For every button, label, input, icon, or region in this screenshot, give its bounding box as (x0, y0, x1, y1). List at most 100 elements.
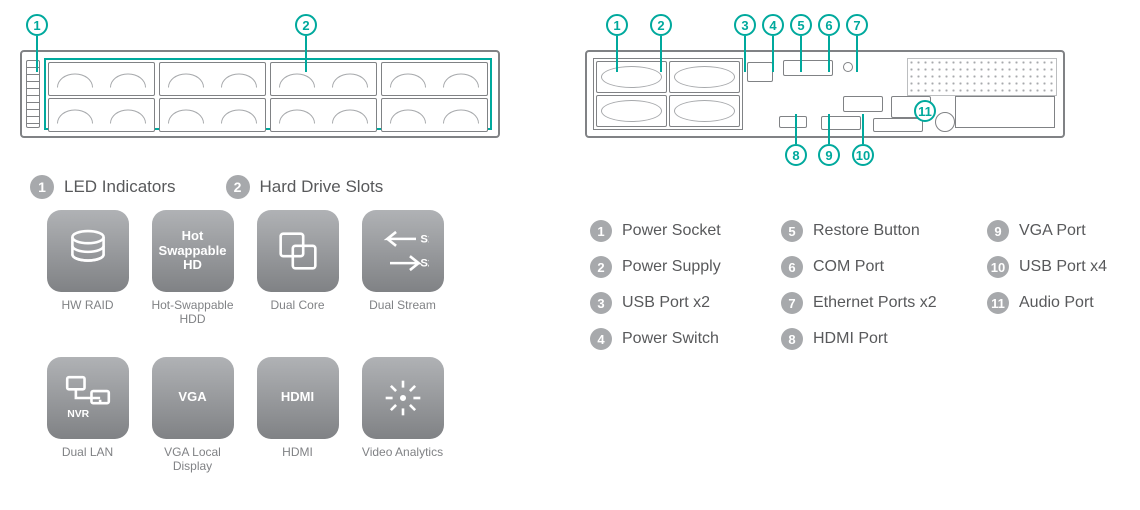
drive-slot (381, 62, 488, 96)
callout-line (856, 36, 858, 72)
rear-legend-item: 10 USB Port x4 (987, 256, 1140, 278)
callout: 4 (762, 14, 784, 36)
feature-analytics: Video Analytics (355, 357, 450, 474)
callout: 1 (606, 14, 628, 36)
callout: 9 (818, 144, 840, 166)
fan-icon (596, 95, 667, 127)
feature-tile: S1 S2 (362, 210, 444, 292)
audio-port (935, 112, 955, 132)
feature-label: HW RAID (62, 298, 114, 326)
callout-badge: 7 (846, 14, 868, 36)
rear-legend-item: 9 VGA Port (987, 220, 1140, 242)
fan-icon (596, 61, 667, 93)
callout-badge: 10 (852, 144, 874, 166)
rear-legend-item: 6COM Port (781, 256, 981, 278)
drive-slot (48, 62, 155, 96)
svg-text:NVR: NVR (67, 409, 89, 420)
rear-legend-item: 1Power Socket (590, 220, 775, 242)
callout-line (744, 36, 746, 72)
feature-label: Dual Stream (369, 298, 436, 326)
callout-badge: 5 (790, 14, 812, 36)
feature-vga: VGAVGA Local Display (145, 357, 240, 474)
vent-grille (907, 58, 1057, 96)
legend-label: Power Supply (622, 258, 721, 276)
front-legend: 1 LED Indicators 2 Hard Drive Slots (30, 175, 383, 199)
callout-line (616, 36, 618, 72)
rear-legend-item: 4 Power Switch (590, 328, 775, 350)
legend-item: 2 Hard Drive Slots (226, 175, 384, 199)
callout-line (305, 36, 307, 72)
callout: 3 (734, 14, 756, 36)
callout: 5 (790, 14, 812, 36)
drive-slot (270, 98, 377, 132)
callout-line (828, 114, 830, 144)
legend-badge: 10 (987, 256, 1009, 278)
drive-slot (159, 98, 266, 132)
rear-legend-item: 7Ethernet Ports x2 (781, 292, 981, 314)
hdmi-port (779, 116, 807, 128)
callout-badge: 8 (785, 144, 807, 166)
rear-legend-item: 11Audio Port (987, 292, 1140, 314)
drive-row (46, 62, 490, 96)
callout: 2 (295, 14, 317, 36)
power-switch (783, 60, 833, 76)
feature-hwraid: HW RAID (40, 210, 135, 327)
feature-label: Video Analytics (362, 445, 443, 473)
rear-chassis (585, 50, 1065, 138)
legend-badge: 1 (590, 220, 612, 242)
legend-badge: 8 (781, 328, 803, 350)
legend-badge: 1 (30, 175, 54, 199)
legend-badge: 5 (781, 220, 803, 242)
expansion-panel (955, 96, 1055, 128)
drive-row (46, 98, 490, 132)
legend-badge: 11 (987, 292, 1009, 314)
feature-tile (362, 357, 444, 439)
feature-tile (47, 210, 129, 292)
callout: 7 (846, 14, 868, 36)
front-chassis (20, 50, 500, 138)
legend-badge: 7 (781, 292, 803, 314)
legend-badge: 9 (987, 220, 1009, 242)
feature-duallan: NVRDual LAN (40, 357, 135, 474)
legend-label: LED Indicators (64, 177, 176, 197)
svg-text:S2: S2 (420, 258, 429, 270)
legend-label: Power Switch (622, 330, 719, 348)
drive-slot (48, 98, 155, 132)
callout: 8 (785, 144, 807, 166)
rear-legend-item: 3USB Port x2 (590, 292, 775, 314)
callout-badge: 4 (762, 14, 784, 36)
drive-slot (270, 62, 377, 96)
legend-label: HDMI Port (813, 330, 888, 348)
legend-badge: 2 (590, 256, 612, 278)
callout: 10 (852, 144, 874, 166)
callout-badge: 1 (26, 14, 48, 36)
callout: 11 (914, 100, 936, 122)
legend-label: USB Port x4 (1019, 258, 1107, 276)
callout-line (772, 36, 774, 72)
legend-item: 1 LED Indicators (30, 175, 176, 199)
com-port (843, 96, 883, 112)
drive-slot (381, 98, 488, 132)
feature-tile: HotSwappableHD (152, 210, 234, 292)
rear-legend-item: 2 Power Supply (590, 256, 775, 278)
callout: 2 (650, 14, 672, 36)
svg-text:S1: S1 (420, 233, 429, 245)
feature-hotswap: HotSwappableHDHot-Swappable HDD (145, 210, 240, 327)
feature-tile: NVR (47, 357, 129, 439)
legend-badge: 3 (590, 292, 612, 314)
rear-legend: 1Power Socket 5Restore Button 9 VGA Port 2 Po… (590, 220, 1140, 350)
callout-badge: 2 (650, 14, 672, 36)
fan-icon (669, 95, 740, 127)
feature-dualstream: S1 S2 Dual Stream (355, 210, 450, 327)
callout-badge: 11 (914, 100, 936, 122)
callout-badge: 6 (818, 14, 840, 36)
legend-label: VGA Port (1019, 222, 1086, 240)
callout-badge: 3 (734, 14, 756, 36)
usb-port (747, 62, 773, 82)
feature-dualcore: Dual Core (250, 210, 345, 327)
legend-badge: 4 (590, 328, 612, 350)
feature-tile: HDMI (257, 357, 339, 439)
callout-line (795, 114, 797, 144)
drive-slot (159, 62, 266, 96)
rear-legend-item: 5Restore Button (781, 220, 981, 242)
